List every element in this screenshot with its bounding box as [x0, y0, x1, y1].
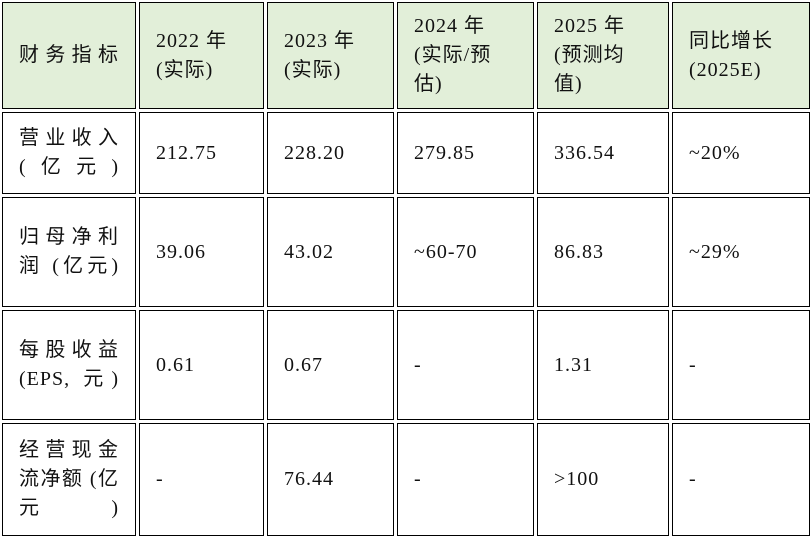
table-row: 归母净利润 (亿元) 39.06 43.02 ~60-70 86.83 ~29%: [2, 197, 810, 307]
data-cell: ~29%: [672, 197, 810, 307]
header-cell: 2025 年 (预测均值): [537, 2, 669, 109]
data-cell: 1.31: [537, 310, 669, 420]
table-row: 营业收入 (亿元) 212.75 228.20 279.85 336.54 ~20%: [2, 112, 810, 194]
row-label: 每股收益 (EPS, 元): [2, 310, 136, 420]
data-cell: -: [397, 310, 534, 420]
data-cell: 0.67: [267, 310, 394, 420]
header-cell: 2024 年 (实际/预估): [397, 2, 534, 109]
data-cell: 228.20: [267, 112, 394, 194]
data-cell: 0.61: [139, 310, 264, 420]
data-cell: -: [672, 310, 810, 420]
data-cell: 39.06: [139, 197, 264, 307]
header-cell: 同比增长 (2025E): [672, 2, 810, 109]
data-cell: ~60-70: [397, 197, 534, 307]
row-label: 营业收入 (亿元): [2, 112, 136, 194]
data-cell: -: [139, 423, 264, 536]
data-cell: 86.83: [537, 197, 669, 307]
data-cell: 279.85: [397, 112, 534, 194]
data-cell: >100: [537, 423, 669, 536]
table-row: 每股收益 (EPS, 元) 0.61 0.67-1.31-: [2, 310, 810, 420]
data-cell: 76.44: [267, 423, 394, 536]
header-cell: 财务指标: [2, 2, 136, 109]
row-label: 经营现金流净额 (亿元): [2, 423, 136, 536]
data-cell: ~20%: [672, 112, 810, 194]
data-cell: -: [397, 423, 534, 536]
data-cell: 212.75: [139, 112, 264, 194]
header-cell: 2022 年 (实际): [139, 2, 264, 109]
header-cell: 2023 年 (实际): [267, 2, 394, 109]
data-cell: 43.02: [267, 197, 394, 307]
data-cell: 336.54: [537, 112, 669, 194]
table-row: 经营现金流净额 (亿元) -76.44- >100-: [2, 423, 810, 536]
header-row: 财务指标 2022 年 (实际) 2023 年 (实际) 2024 年 (实际/预估)…: [2, 2, 810, 109]
row-label: 归母净利润 (亿元): [2, 197, 136, 307]
data-cell: -: [672, 423, 810, 536]
